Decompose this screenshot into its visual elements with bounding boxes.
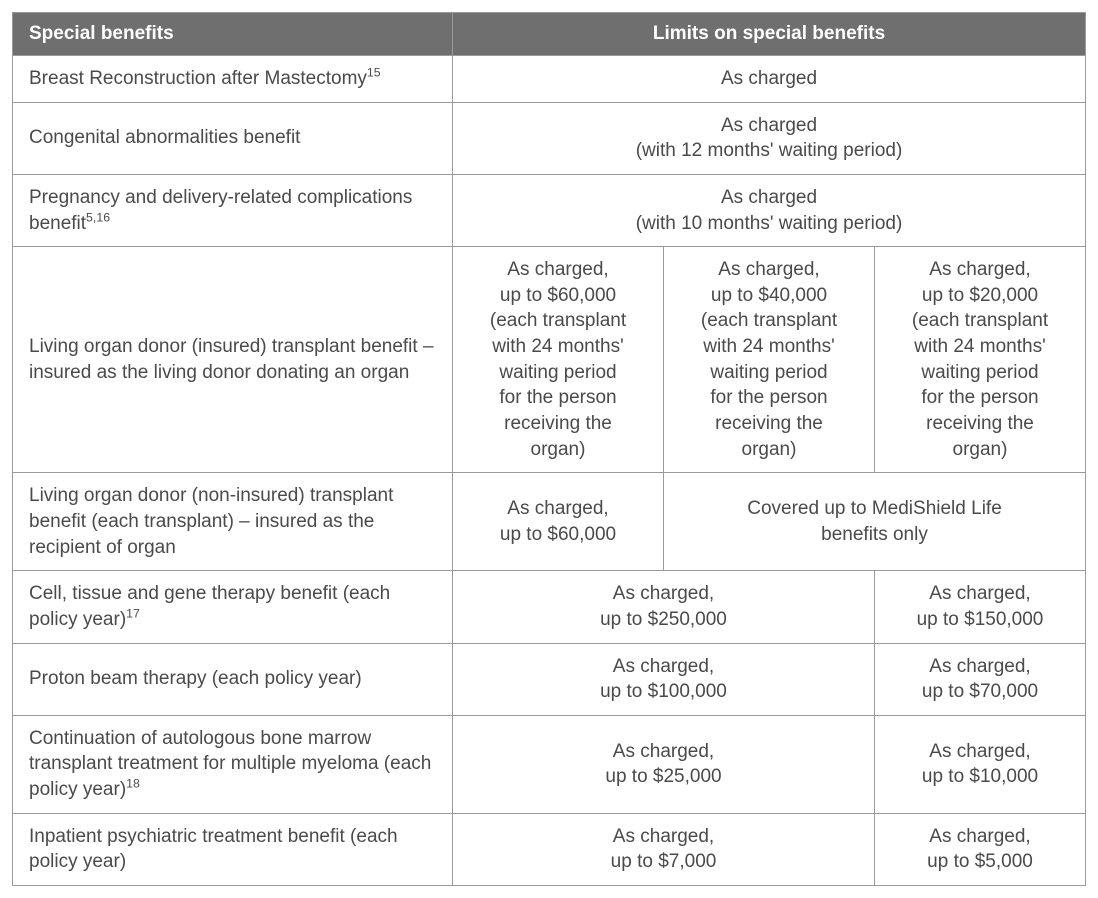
val-cell-therapy-3: As charged,up to $150,000 bbox=[875, 571, 1086, 643]
val-proton-3: As charged,up to $70,000 bbox=[875, 643, 1086, 715]
label-breast-reconstruction: Breast Reconstruction after Mastectomy15 bbox=[13, 56, 453, 103]
row-marrow: Continuation of autologous bone marrow t… bbox=[13, 715, 1086, 813]
val-congenital: As charged(with 12 months' waiting perio… bbox=[453, 102, 1086, 174]
header-limits: Limits on special benefits bbox=[453, 13, 1086, 56]
label-psych: Inpatient psychiatric treatment benefit … bbox=[13, 813, 453, 885]
val-pregnancy: As charged(with 10 months' waiting perio… bbox=[453, 174, 1086, 246]
label-cell-therapy: Cell, tissue and gene therapy benefit (e… bbox=[13, 571, 453, 643]
val-donor-insured-3: As charged,up to $20,000(each transplant… bbox=[875, 247, 1086, 473]
val-marrow-3: As charged,up to $10,000 bbox=[875, 715, 1086, 813]
table-header-row: Special benefits Limits on special benef… bbox=[13, 13, 1086, 56]
val-cell-therapy-12: As charged,up to $250,000 bbox=[453, 571, 875, 643]
val-donor-insured-1: As charged,up to $60,000(each transplant… bbox=[453, 247, 664, 473]
val-psych-3: As charged,up to $5,000 bbox=[875, 813, 1086, 885]
row-breast-reconstruction: Breast Reconstruction after Mastectomy15… bbox=[13, 56, 1086, 103]
header-special-benefits: Special benefits bbox=[13, 13, 453, 56]
label-donor-insured: Living organ donor (insured) transplant … bbox=[13, 247, 453, 473]
val-donor-noninsured-1: As charged,up to $60,000 bbox=[453, 473, 664, 571]
label-donor-noninsured: Living organ donor (non-insured) transpl… bbox=[13, 473, 453, 571]
special-benefits-table: Special benefits Limits on special benef… bbox=[12, 12, 1086, 886]
val-donor-insured-2: As charged,up to $40,000(each transplant… bbox=[664, 247, 875, 473]
val-breast-reconstruction: As charged bbox=[453, 56, 1086, 103]
row-donor-noninsured: Living organ donor (non-insured) transpl… bbox=[13, 473, 1086, 571]
val-psych-12: As charged,up to $7,000 bbox=[453, 813, 875, 885]
val-marrow-12: As charged,up to $25,000 bbox=[453, 715, 875, 813]
val-donor-noninsured-23: Covered up to MediShield Lifebenefits on… bbox=[664, 473, 1086, 571]
row-congenital: Congenital abnormalities benefit As char… bbox=[13, 102, 1086, 174]
label-congenital: Congenital abnormalities benefit bbox=[13, 102, 453, 174]
row-pregnancy: Pregnancy and delivery-related complicat… bbox=[13, 174, 1086, 246]
label-proton: Proton beam therapy (each policy year) bbox=[13, 643, 453, 715]
label-pregnancy: Pregnancy and delivery-related complicat… bbox=[13, 174, 453, 246]
row-psych: Inpatient psychiatric treatment benefit … bbox=[13, 813, 1086, 885]
row-donor-insured: Living organ donor (insured) transplant … bbox=[13, 247, 1086, 473]
row-proton: Proton beam therapy (each policy year) A… bbox=[13, 643, 1086, 715]
row-cell-therapy: Cell, tissue and gene therapy benefit (e… bbox=[13, 571, 1086, 643]
val-proton-12: As charged,up to $100,000 bbox=[453, 643, 875, 715]
label-marrow: Continuation of autologous bone marrow t… bbox=[13, 715, 453, 813]
